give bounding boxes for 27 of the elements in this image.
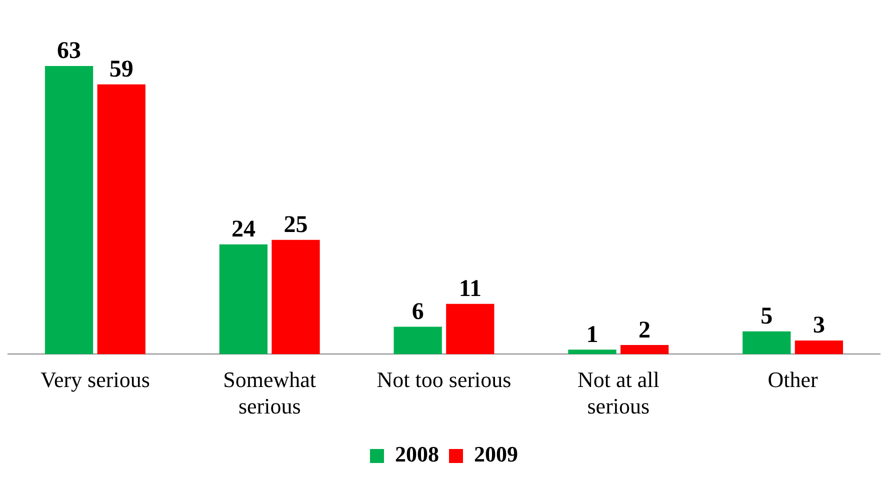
bar — [568, 350, 616, 354]
data-label: 2 — [638, 317, 651, 344]
legend-label: 2009 — [474, 442, 518, 467]
data-label: 1 — [586, 322, 598, 348]
x-tick-label: Very serious — [40, 367, 150, 392]
bar — [620, 345, 669, 354]
data-label: 5 — [760, 304, 773, 330]
x-tick-label: Not too serious — [376, 367, 512, 392]
data-label: 63 — [57, 38, 82, 64]
bar — [272, 240, 320, 354]
x-tick-label: Somewhat serious — [223, 367, 316, 419]
data-label: 59 — [109, 56, 134, 83]
bar — [44, 66, 94, 354]
bar — [794, 340, 844, 354]
bar — [394, 326, 442, 354]
data-label: 6 — [412, 298, 424, 325]
data-label: 11 — [458, 276, 482, 302]
x-tick-label: Other — [768, 367, 819, 392]
bar — [446, 304, 494, 354]
data-label: 24 — [231, 216, 256, 243]
bar — [742, 331, 791, 354]
data-label: 25 — [284, 212, 308, 238]
bar — [97, 84, 146, 354]
bar — [219, 244, 268, 354]
data-label: 3 — [812, 312, 825, 339]
x-tick-label: Not at all serious — [577, 367, 660, 419]
legend-label: 2008 — [395, 442, 439, 467]
